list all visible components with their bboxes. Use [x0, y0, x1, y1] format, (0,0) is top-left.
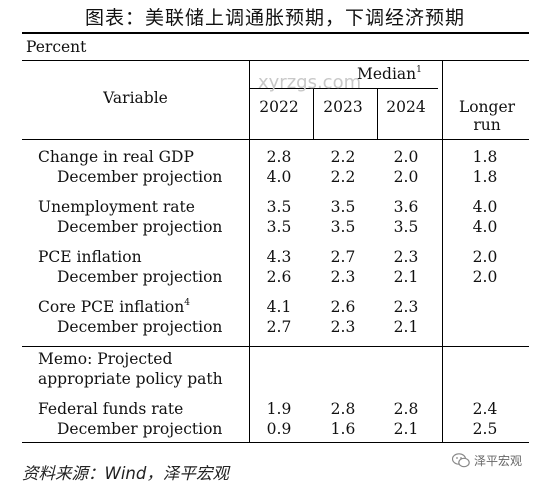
cell-pce-dec-2024: 2.1	[393, 268, 419, 286]
row-label-real-gdp: Change in real GDP	[38, 148, 194, 166]
cell-unemp-dec-2023: 3.5	[330, 218, 356, 236]
variable-header: Variable	[103, 89, 168, 107]
median-header: Median1	[357, 65, 422, 83]
cell-unemp-dec-2024: 3.5	[393, 218, 419, 236]
cell-gdp-dec-2022: 4.0	[266, 168, 292, 186]
cell-pce-dec-2022: 2.6	[266, 268, 292, 286]
cell-fed-dec-2023: 1.6	[330, 420, 356, 438]
watermark: xyrzgs.com	[258, 72, 362, 93]
source-note: 资料来源：Wind，泽平宏观	[22, 464, 229, 483]
cell-fed-dec-longer: 2.5	[472, 420, 498, 438]
cell-unemp-2023: 3.5	[330, 198, 356, 216]
unit-label: Percent	[26, 38, 87, 56]
cell-core-pce-dec-2023: 2.3	[330, 318, 356, 336]
header-bottom-rule	[22, 139, 529, 140]
cell-gdp-2024: 2.0	[393, 148, 419, 166]
cell-unemp-dec-longer: 4.0	[472, 218, 498, 236]
row-label-fed-funds: Federal funds rate	[38, 400, 184, 418]
top-rule	[22, 32, 529, 34]
cell-pce-dec-longer: 2.0	[472, 268, 498, 286]
brand-name: 泽平宏观	[474, 454, 523, 468]
cell-gdp-dec-2024: 2.0	[393, 168, 419, 186]
year-header-2022: 2022	[259, 98, 299, 116]
cell-pce-longer: 2.0	[472, 248, 498, 266]
cell-core-pce-2023: 2.6	[330, 298, 356, 316]
row-label-pce: PCE inflation	[38, 248, 142, 266]
median-underline	[249, 88, 438, 89]
row-label-core-pce: Core PCE inflation4	[38, 298, 190, 316]
cell-unemp-2022: 3.5	[266, 198, 292, 216]
column-divider-2022	[313, 88, 314, 140]
longer-run-header: Longer run	[458, 98, 516, 134]
cell-pce-dec-2023: 2.3	[330, 268, 356, 286]
cell-pce-2024: 2.3	[393, 248, 419, 266]
cell-gdp-dec-longer: 1.8	[472, 168, 498, 186]
cell-core-pce-dec-2022: 2.7	[266, 318, 292, 336]
cell-unemp-longer: 4.0	[472, 198, 498, 216]
cell-fed-2022: 1.9	[266, 400, 292, 418]
cell-fed-dec-2024: 2.1	[393, 420, 419, 438]
cell-unemp-2024: 3.6	[393, 198, 419, 216]
memo-label-line2: appropriate policy path	[38, 370, 223, 388]
cell-gdp-2022: 2.8	[266, 148, 292, 166]
year-header-2024: 2024	[386, 98, 426, 116]
cell-fed-2023: 2.8	[330, 400, 356, 418]
year-header-2023: 2023	[323, 98, 363, 116]
bottom-rule	[22, 442, 529, 443]
cell-gdp-dec-2023: 2.2	[330, 168, 356, 186]
cell-core-pce-2022: 4.1	[266, 298, 292, 316]
column-divider-2023	[377, 88, 378, 140]
cell-unemp-dec-2022: 3.5	[266, 218, 292, 236]
row-label-unemployment-december: December projection	[57, 218, 223, 236]
row-label-fed-december: December projection	[57, 420, 223, 438]
row-label-pce-december: December projection	[57, 268, 223, 286]
memo-label-line1: Memo: Projected	[38, 350, 173, 368]
cell-core-pce-dec-2024: 2.1	[393, 318, 419, 336]
cell-fed-dec-2022: 0.9	[266, 420, 292, 438]
row-label-unemployment: Unemployment rate	[38, 198, 195, 216]
row-label-gdp-december: December projection	[57, 168, 223, 186]
row-label-core-pce-december: December projection	[57, 318, 223, 336]
cell-gdp-longer: 1.8	[472, 148, 498, 166]
cell-gdp-2023: 2.2	[330, 148, 356, 166]
cell-fed-2024: 2.8	[393, 400, 419, 418]
brand-badge: 泽平宏观	[452, 452, 522, 469]
memo-divider	[22, 346, 529, 347]
cell-core-pce-2024: 2.3	[393, 298, 419, 316]
column-divider-longer-run	[442, 60, 443, 442]
cell-pce-2022: 4.3	[266, 248, 292, 266]
cell-fed-longer: 2.4	[472, 400, 498, 418]
footnote-marker: 4	[184, 298, 190, 308]
wechat-icon	[452, 453, 470, 468]
cell-pce-2023: 2.7	[330, 248, 356, 266]
header-top-rule	[22, 60, 529, 61]
column-divider-variable	[249, 60, 250, 442]
figure-title: 图表：美联储上调通胀预期，下调经济预期	[84, 7, 465, 29]
